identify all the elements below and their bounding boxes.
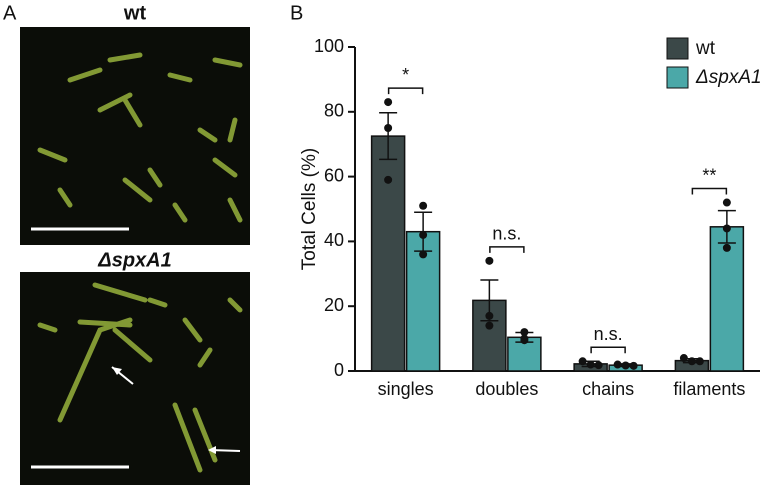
x-tick-label: singles xyxy=(378,379,434,399)
significance-label: n.s. xyxy=(492,224,521,244)
x-tick-label: filaments xyxy=(673,379,745,399)
legend-label: wt xyxy=(695,38,716,59)
panel-label: A xyxy=(3,2,17,24)
significance-label: ** xyxy=(702,165,716,185)
data-point xyxy=(687,357,696,366)
data-point xyxy=(384,124,393,132)
data-point xyxy=(485,311,494,320)
data-point xyxy=(485,321,494,330)
y-tick-label: 40 xyxy=(324,230,344,250)
data-point xyxy=(419,250,428,259)
error-bar xyxy=(379,112,398,161)
data-point xyxy=(629,361,638,370)
data-point xyxy=(520,336,529,345)
significance-bracket xyxy=(691,187,728,195)
data-point xyxy=(695,357,704,366)
image-title: ΔspxA1 xyxy=(97,249,171,271)
micrograph xyxy=(20,27,250,245)
data-point xyxy=(419,201,428,210)
significance-label: * xyxy=(402,65,409,85)
significance-label: n.s. xyxy=(594,324,623,344)
micrograph xyxy=(20,272,250,485)
y-tick-label: 60 xyxy=(324,165,344,185)
significance-bracket xyxy=(489,246,525,253)
significance-bracket xyxy=(590,346,626,354)
data-point xyxy=(419,230,428,239)
y-tick-label: 0 xyxy=(334,360,344,380)
x-tick-label: doubles xyxy=(475,379,538,399)
panel-label: B xyxy=(290,2,303,24)
x-tick-label: chains xyxy=(582,379,634,399)
bar xyxy=(370,135,406,372)
y-tick-label: 20 xyxy=(324,295,344,315)
image-title: wt xyxy=(123,2,147,24)
data-point xyxy=(578,357,587,366)
data-point xyxy=(722,198,731,207)
legend-swatch xyxy=(666,37,689,60)
data-point xyxy=(384,175,393,184)
data-point xyxy=(485,256,494,265)
data-point xyxy=(586,360,595,369)
data-point xyxy=(679,354,688,363)
data-point xyxy=(613,360,622,369)
data-point xyxy=(520,328,529,337)
data-point xyxy=(621,361,630,370)
y-axis-label: Total Cells (%) xyxy=(299,148,320,270)
legend-label: ΔspxA1 xyxy=(695,67,762,88)
data-point xyxy=(722,224,731,233)
y-tick-label: 100 xyxy=(314,36,344,56)
y-tick-label: 80 xyxy=(324,101,344,121)
data-point xyxy=(384,98,393,107)
significance-bracket xyxy=(387,87,424,95)
data-point xyxy=(594,361,603,370)
legend-swatch xyxy=(666,66,689,89)
data-point xyxy=(722,243,731,252)
